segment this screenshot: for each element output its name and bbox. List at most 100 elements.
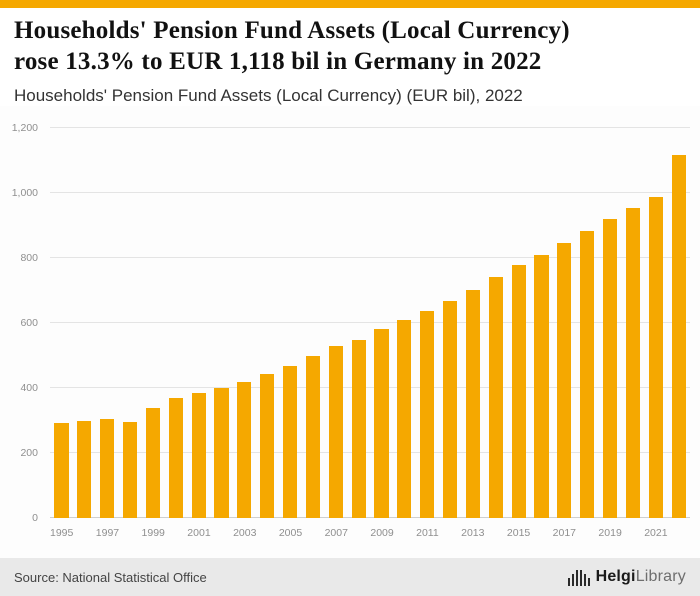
bar-slot: [141, 128, 164, 518]
logo-text-library: Library: [635, 568, 686, 585]
x-tick-label: 2001: [187, 527, 211, 539]
bar-2015: [511, 265, 526, 518]
bar-slot: [393, 128, 416, 518]
bar-slot: [599, 128, 622, 518]
page-title: Households' Pension Fund Assets (Local C…: [14, 16, 684, 77]
bar-2006: [305, 355, 320, 518]
y-tick-label: 600: [20, 317, 38, 329]
bar-slot: [667, 128, 690, 518]
x-tick-label: 2011: [416, 527, 439, 539]
gridline-600: [50, 322, 690, 323]
bar-slot: [439, 128, 462, 518]
bar-slot: [553, 128, 576, 518]
header: Households' Pension Fund Assets (Local C…: [0, 8, 700, 106]
bar-2021: [648, 197, 663, 518]
bar-2008: [351, 339, 366, 518]
y-tick-label: 0: [32, 512, 38, 524]
gridline-400: [50, 387, 690, 389]
y-axis-labels: 0 200 400 600 800 1,000 1,200: [0, 122, 42, 524]
x-tick-label: 2007: [324, 527, 348, 539]
bar-2011: [420, 310, 435, 518]
y-tick-label: 800: [20, 252, 38, 265]
bar-2000: [168, 398, 183, 518]
x-tick-label: 1995: [50, 527, 74, 539]
x-tick-label: 2019: [598, 527, 622, 539]
gridline-1200: [50, 127, 690, 128]
bar-slot: [507, 128, 530, 518]
bar-1999: [145, 408, 160, 518]
bar-slot: [119, 128, 142, 518]
gridline-0: [50, 517, 690, 518]
y-tick-label: 400: [20, 382, 38, 395]
bar-slot: [256, 128, 279, 518]
bar-slot: [96, 128, 119, 518]
bar-2007: [328, 345, 343, 518]
bar-2020: [625, 207, 640, 518]
bar-2016: [534, 254, 549, 518]
page-title-line2: rose 13.3% to EUR 1,118 bil in Germany i…: [14, 47, 542, 75]
source-text: Source: National Statistical Office: [14, 569, 207, 585]
gridline-1000: [50, 192, 690, 193]
bar-slot: [50, 128, 73, 518]
gridline-800: [50, 257, 690, 259]
bar-slot: [301, 128, 324, 518]
bar-slot: [347, 128, 370, 518]
helgi-library-logo[interactable]: HelgiLibrary: [567, 568, 686, 586]
x-tick-label: 1999: [141, 527, 165, 539]
bar-2004: [260, 374, 275, 518]
bar-2003: [237, 381, 252, 518]
bar-2009: [374, 328, 389, 518]
helgi-logo-icon: [567, 568, 590, 586]
bar-slot: [621, 128, 644, 518]
bar-1995: [54, 422, 69, 518]
bar-slot: [530, 128, 553, 518]
x-tick-label: 2005: [278, 527, 303, 539]
bar-slot: [324, 128, 347, 518]
x-tick-label: 2021: [644, 527, 668, 539]
bar-1996: [77, 421, 92, 518]
bar-slot: [576, 128, 599, 518]
logo-text: HelgiLibrary: [596, 568, 686, 586]
bar-2002: [214, 388, 229, 518]
y-tick-label: 1,200: [11, 122, 38, 134]
x-tick-label: 2017: [552, 527, 577, 539]
x-tick-label: 2003: [233, 527, 257, 539]
y-tick-label: 1,000: [11, 187, 38, 199]
y-tick-label: 200: [20, 447, 38, 460]
bar-slot: [461, 128, 484, 518]
bar-2012: [442, 300, 458, 518]
bar-2014: [488, 276, 503, 518]
chart-area: 0 200 400 600 800 1,000 1,200 1995 1997 1999 2001…: [0, 118, 700, 544]
bar-slot: [279, 128, 302, 518]
x-axis-labels: 1995 1997 1999 2001 2003 2005 2007 2009 2011 2013…: [50, 522, 690, 544]
bar-2022: [671, 154, 686, 518]
x-tick-label: 2015: [506, 527, 531, 539]
bar-slot: [73, 128, 96, 518]
bar-slot: [187, 128, 210, 518]
bar-slot: [484, 128, 507, 518]
page-title-line1: Households' Pension Fund Assets (Local C…: [14, 17, 570, 44]
gridlines: [50, 127, 690, 518]
x-tick-label: 2013: [461, 527, 485, 539]
bar-2018: [580, 231, 595, 518]
bar-2017: [557, 243, 572, 518]
bar-2013: [465, 289, 480, 518]
bar-2010: [397, 319, 412, 518]
plot-area: [50, 127, 690, 518]
bar-slot: [233, 128, 256, 518]
gridline-200: [50, 452, 690, 454]
bar-2001: [191, 392, 206, 518]
bar-1998: [122, 421, 138, 518]
bar-slot: [370, 128, 393, 518]
bar-2019: [602, 219, 618, 518]
bar-2005: [282, 366, 298, 518]
footer: Source: National Statistical Office Helg…: [0, 558, 700, 596]
bar-slot: [416, 128, 439, 518]
bar-slot: [644, 128, 667, 518]
bar-1997: [100, 418, 115, 518]
x-tick-label: 2009: [370, 527, 394, 539]
bars: [50, 128, 690, 518]
top-accent-stripe: [0, 0, 700, 8]
x-tick-label: 1997: [95, 527, 120, 539]
